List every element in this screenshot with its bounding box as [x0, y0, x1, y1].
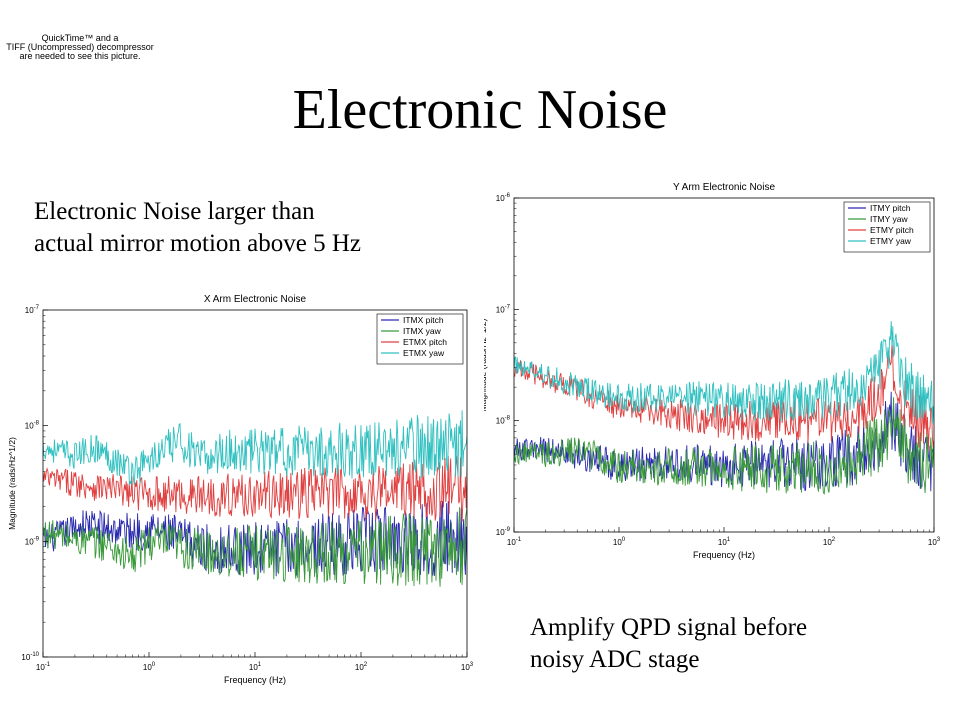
legend-label: ETMY yaw [870, 236, 912, 246]
y-tick-label: 10-9 [496, 527, 511, 537]
legend-label: ETMX pitch [403, 337, 447, 347]
x-tick-label: 101 [718, 537, 731, 547]
x-tick-label: 10-1 [36, 662, 51, 672]
chart-title: X Arm Electronic Noise [204, 294, 307, 305]
x-tick-label: 102 [823, 537, 836, 547]
chart-title: Y Arm Electronic Noise [673, 182, 776, 193]
legend-label: ITMY pitch [870, 203, 911, 213]
y-axis-label: Magnitude (rads/Hz^1/2) [7, 437, 17, 530]
series-line [43, 506, 467, 587]
series-line [43, 410, 467, 486]
series-line [43, 455, 467, 522]
legend-label: ITMX yaw [403, 326, 442, 336]
series-group [514, 321, 934, 496]
y-arm-chart: Y Arm Electronic Noise 10-1 100 101 102 103 10… [484, 182, 941, 560]
series-line [514, 397, 934, 496]
legend-box [376, 313, 464, 365]
series-group [43, 410, 467, 587]
legend-label: ITMX pitch [403, 315, 444, 325]
x-tick-label: 101 [249, 662, 262, 672]
y-tick-label: 10-10 [21, 652, 39, 662]
x-arm-chart: X Arm Electronic Noise 10-1 100 101 102 103 10… [7, 294, 474, 685]
legend-label: ITMY yaw [870, 214, 908, 224]
note-line: noisy ADC stage [530, 646, 700, 673]
y-tick-label: 10-7 [496, 304, 511, 314]
quicktime-line: are needed to see this picture. [19, 51, 141, 61]
note-left: Electronic Noise larger than actual mirr… [34, 196, 361, 260]
y-tick-label: 10-6 [496, 193, 511, 203]
note-line: Amplify QPD signal before [530, 614, 808, 641]
note-right: Amplify QPD signal before noisy ADC stag… [530, 612, 807, 676]
legend-box [843, 201, 931, 253]
y-axis-label: Magnitude (rads/Hz^1/2) [484, 318, 488, 411]
quicktime-line: TIFF (Uncompressed) decompressor [6, 42, 154, 52]
x-tick-label: 103 [461, 662, 474, 672]
x-tick-label: 103 [928, 537, 941, 547]
x-tick-label: 100 [613, 537, 626, 547]
y-tick-label: 10-7 [25, 305, 40, 315]
note-line: Electronic Noise larger than [34, 198, 315, 225]
series-line [514, 342, 934, 451]
quicktime-line: QuickTime™ and a [41, 33, 119, 43]
slide-title: Electronic Noise [292, 79, 668, 141]
note-line: actual mirror motion above 5 Hz [34, 230, 361, 257]
legend-label: ETMX yaw [403, 348, 445, 358]
x-tick-label: 102 [355, 662, 368, 672]
x-axis-label: Frequency (Hz) [693, 550, 755, 560]
legend-label: ETMY pitch [870, 225, 914, 235]
x-tick-label: 100 [143, 662, 156, 672]
y-tick-label: 10-9 [25, 536, 40, 546]
quicktime-placeholder: QuickTime™ and a TIFF (Uncompressed) dec… [0, 34, 160, 61]
x-tick-label: 10-1 [507, 537, 522, 547]
y-tick-label: 10-8 [496, 416, 511, 426]
y-tick-label: 10-8 [25, 421, 40, 431]
series-line [514, 321, 934, 426]
x-axis-label: Frequency (Hz) [224, 675, 286, 685]
